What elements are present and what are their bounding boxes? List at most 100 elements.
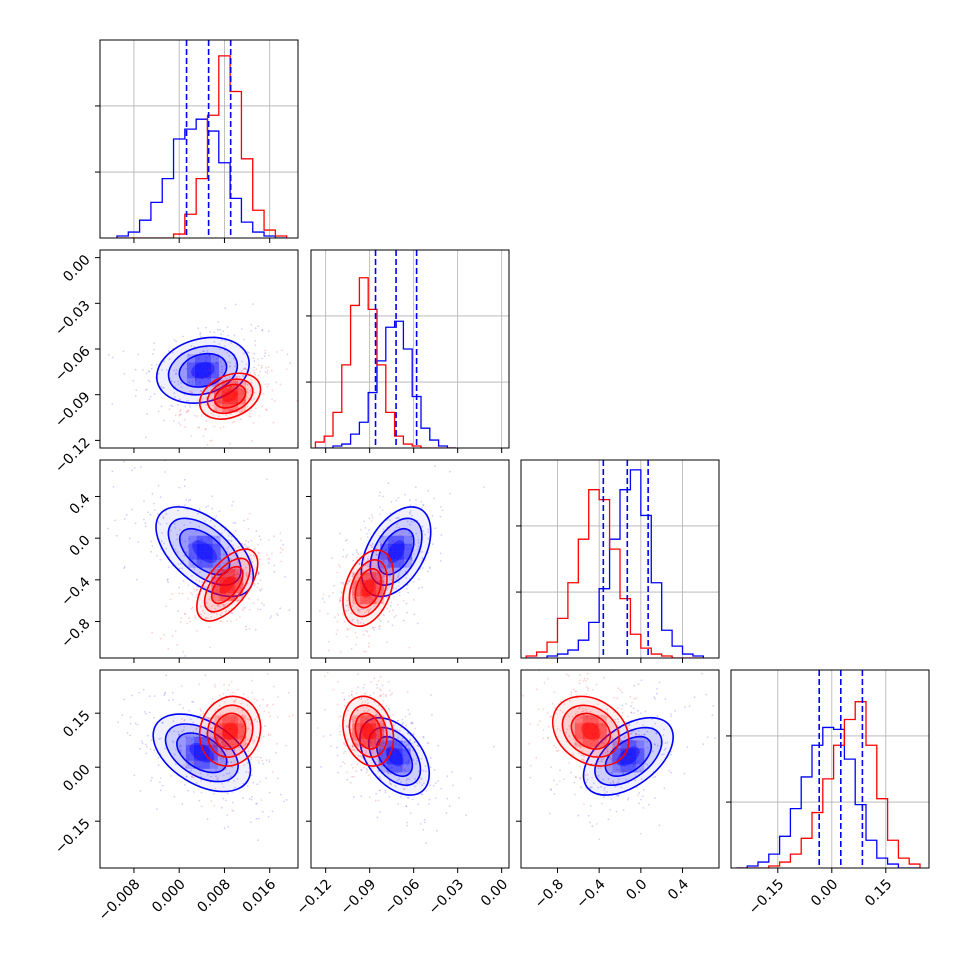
x-tick-label: 0.15 [862,876,895,909]
scatter-point-red [226,743,229,745]
scatter-point-red [213,607,216,610]
density-bin-blue [209,744,218,753]
scatter-point-blue [123,566,126,568]
scatter-point-red [611,738,614,741]
scatter-point-red [317,727,319,729]
scatter-point-red [368,609,371,612]
scatter-point-red [261,405,263,408]
hist-panel-3-frame [730,669,930,869]
scatter-point-blue [150,550,153,553]
scatter-point-red [406,690,409,693]
scatter-point-red [563,778,565,781]
scatter-point-red [392,547,395,549]
scatter-point-blue [250,758,253,761]
scatter-point-red [245,539,247,542]
pair-panel-2-0-frame [99,459,299,659]
scatter-point-red [184,612,187,615]
scatter-point-blue [431,543,434,545]
density-bin-blue [404,535,413,544]
scatter-point-blue [378,776,381,779]
scatter-point-blue [188,537,190,540]
scatter-point-blue [226,326,229,328]
scatter-point-red [372,692,375,694]
scatter-point-red [233,751,236,753]
scatter-point-red [600,767,602,769]
scatter-point-red [562,751,565,753]
scatter-point-red [378,625,380,628]
scatter-point-red [371,517,374,519]
density-bin-red [368,731,377,740]
scatter-point-red [213,592,216,594]
density-bin-blue [396,535,405,544]
scatter-point-blue [640,798,642,801]
density-bin-red [222,380,231,389]
contour-blue [594,726,663,786]
density-bin-blue [188,543,197,552]
scatter-point-blue [201,581,204,583]
scatter-point-red [356,673,359,675]
density-bin-blue [196,535,205,544]
scatter-point-red [253,740,256,743]
scatter-point-blue [406,824,409,827]
scatter-point-blue [356,551,358,554]
scatter-point-blue [385,549,387,551]
scatter-point-blue [339,532,341,535]
scatter-point-blue [144,389,147,391]
scatter-point-red [198,376,201,379]
density-bin-blue [186,362,195,371]
scatter-point-blue [187,353,190,356]
scatter-point-blue [196,541,199,543]
scatter-point-red [347,629,349,631]
scatter-point-blue [219,758,222,760]
scatter-point-blue [195,379,197,381]
scatter-point-red [340,590,343,593]
density-bin-blue [378,756,387,765]
scatter-point-blue [211,564,214,567]
scatter-point-red [499,665,501,667]
scatter-point-red [221,749,223,752]
scatter-point-blue [358,562,361,565]
scatter-point-red [377,572,379,575]
scatter-point-red [377,574,380,577]
scatter-point-red [378,577,381,580]
scatter-point-blue [351,575,354,577]
scatter-point-red [220,620,223,623]
scatter-point-blue [409,738,411,741]
scatter-point-red [337,613,340,616]
scatter-point-blue [617,794,619,797]
scatter-point-blue [233,780,235,782]
scatter-point-red [178,413,181,416]
density-bin-red [376,588,385,597]
scatter-point-blue [391,624,394,627]
scatter-point-blue [211,727,214,729]
scatter-point-red [356,592,359,595]
scatter-point-blue [529,776,532,779]
scatter-point-red [232,714,235,717]
scatter-point-red [188,744,191,747]
scatter-point-blue [134,722,137,725]
scatter-point-red [381,571,383,574]
scatter-point-blue [185,367,188,370]
scatter-point-blue [382,741,385,744]
scatter-point-blue [255,530,258,533]
scatter-point-blue [233,570,236,573]
scatter-point-blue [147,370,150,372]
scatter-point-red [585,680,587,682]
scatter-point-red [239,738,242,741]
scatter-point-red [230,761,233,764]
scatter-point-blue [145,743,147,746]
scatter-point-red [407,708,410,711]
scatter-point-blue [589,786,592,788]
scatter-point-red [581,776,584,778]
scatter-point-red [547,725,550,728]
scatter-point-blue [415,499,417,501]
scatter-point-red [222,405,225,407]
scatter-point-blue [145,372,148,375]
scatter-point-red [378,534,381,537]
scatter-point-blue [378,628,381,630]
density-bin-red [368,572,377,581]
scatter-point-red [405,724,407,727]
scatter-point-blue [406,611,408,614]
scatter-point-red [393,749,395,751]
scatter-point-red [343,743,346,746]
